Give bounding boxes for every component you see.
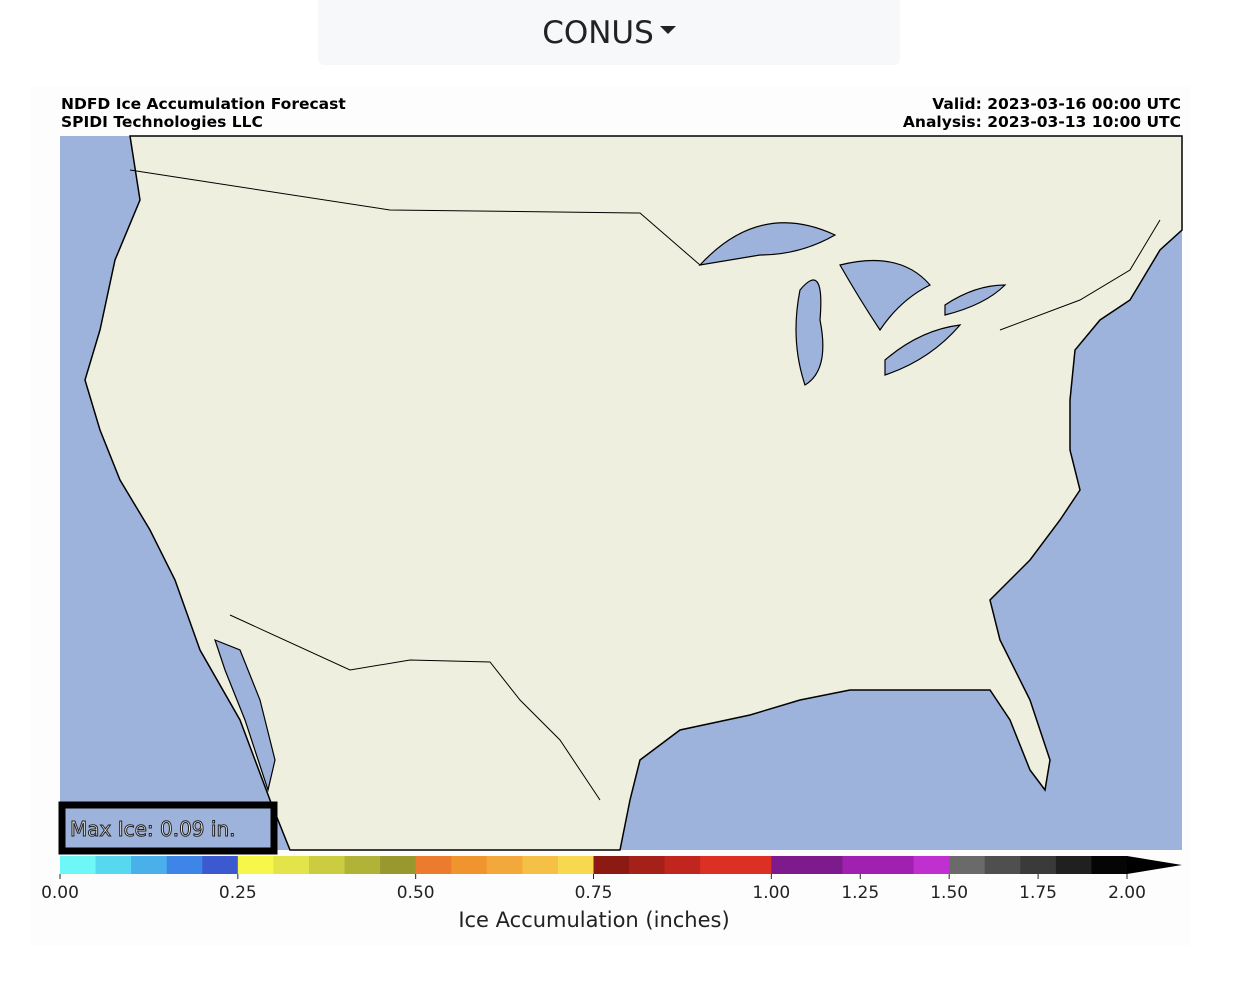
colorbar-label: Ice Accumulation (inches) [458, 908, 729, 932]
colorbar-bin [60, 856, 97, 874]
colorbar-tick-label: 1.50 [930, 883, 968, 903]
colorbar-bin [984, 856, 1021, 874]
colorbar-bin [451, 856, 488, 874]
colorbar-bin [629, 856, 666, 874]
max-ice-box [58, 801, 278, 855]
dropdown-label[interactable]: CONUS [542, 14, 654, 51]
colorbar-bin [166, 856, 203, 874]
colorbar-tick-label: 0.25 [219, 883, 257, 903]
colorbar-bin [593, 856, 630, 874]
map-title: NDFD Ice Accumulation Forecast [61, 95, 346, 113]
colorbar-bin [131, 856, 168, 874]
colorbar-bin [878, 856, 915, 874]
colorbar-tick-label: 0.75 [575, 883, 613, 903]
colorbar-tick-label: 0.00 [41, 883, 79, 903]
colorbar-bin [735, 856, 772, 874]
max-ice-label: Max Ice: 0.09 in. [70, 817, 235, 841]
caret[interactable] [659, 25, 676, 34]
colorbar-bin [344, 856, 381, 874]
colorbar-bin [522, 856, 559, 874]
land [84, 135, 1183, 851]
colorbar: 0.00 0.25 0.50 0.75 1.00 1.25 1.50 1.75 2.00 [41, 856, 1182, 903]
colorbar-bin [557, 856, 594, 874]
colorbar-bin [308, 856, 346, 874]
colorbar-bin [486, 856, 523, 874]
colorbar-tick-label: 1.00 [752, 883, 790, 903]
gulf-of-california [214, 638, 276, 793]
colorbar-bin [415, 856, 452, 874]
region-dropdown[interactable]: CONUS [318, 0, 900, 65]
colorbar-tick-label: 1.75 [1019, 883, 1057, 903]
colorbar-bin [1091, 856, 1128, 874]
colorbar-bin [949, 856, 986, 874]
map [60, 135, 1183, 851]
colorbar-bin [1020, 856, 1057, 874]
valid-time: Valid: 2023-03-16 00:00 UTC [932, 95, 1181, 113]
colorbar-extend [1127, 856, 1182, 874]
analysis-time: Analysis: 2023-03-13 10:00 UTC [903, 113, 1181, 131]
map-credit: SPIDI Technologies LLC [61, 113, 263, 131]
colorbar-tick-label: 1.25 [841, 883, 879, 903]
colorbar-bin [202, 856, 239, 874]
colorbar-bin [700, 856, 737, 874]
colorbar-bin [95, 856, 132, 874]
colorbar-bin [273, 856, 310, 874]
colorbar-bin [380, 856, 417, 874]
colorbar-bin [806, 856, 843, 874]
colorbar-tick-label: 2.00 [1108, 883, 1146, 903]
colorbar-bin [237, 856, 274, 874]
colorbar-bin [771, 856, 808, 874]
colorbar-bin [1055, 856, 1092, 874]
borders [129, 169, 1161, 801]
colorbar-bin [913, 856, 950, 874]
great-lakes [698, 222, 1007, 386]
colorbar-bin [842, 856, 879, 874]
colorbar-tick-label: 0.50 [397, 883, 435, 903]
colorbar-bin [664, 856, 701, 874]
